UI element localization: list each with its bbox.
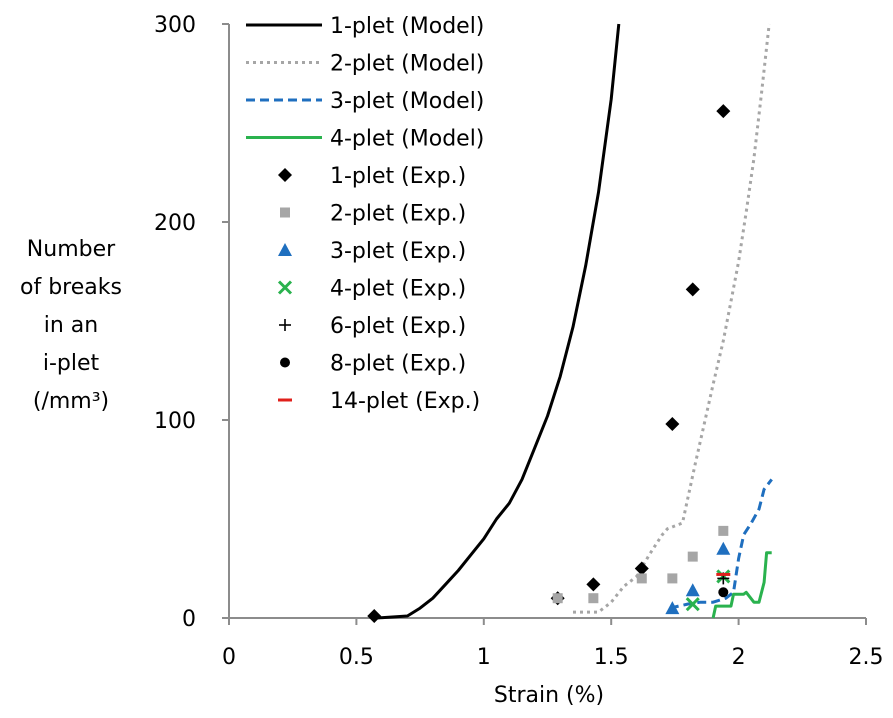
legend-marker [278, 168, 292, 182]
y-tick-label: 200 [154, 211, 196, 236]
x-tick-label: 2 [732, 645, 746, 670]
legend-label: 4-plet (Model) [330, 127, 484, 152]
series-line [669, 478, 773, 610]
x-tick-label: 0 [222, 645, 236, 670]
y-axis-title-line: Number [27, 237, 116, 262]
series-5 [552, 525, 729, 604]
legend-item: 6-plet (Exp.) [279, 314, 466, 339]
x-tick-label: 1 [477, 645, 491, 670]
data-point [685, 583, 700, 597]
series-7 [685, 569, 731, 612]
legend-marker [280, 207, 290, 218]
legend-label: 1-plet (Exp.) [330, 164, 466, 189]
y-axis-title-line: (/mm³) [33, 389, 109, 414]
legend: 1-plet (Model) 2-plet (Model) 3-plet (Mode… [246, 14, 484, 414]
legend-marker [277, 280, 293, 295]
legend-item: 4-plet (Model) [246, 127, 484, 152]
y-tick-label: 300 [154, 13, 196, 38]
data-point-stroke [685, 597, 700, 612]
y-axis-title: Number of breaks in an i-plet (/mm³) [20, 237, 122, 414]
legend-item: 2-plet (Model) [246, 52, 484, 77]
series-3 [711, 551, 772, 619]
legend-marker [278, 243, 292, 256]
data-point [665, 416, 680, 431]
data-point [685, 282, 700, 297]
legend-label: 3-plet (Exp.) [330, 239, 466, 264]
x-axis-title: Strain (%) [494, 683, 604, 708]
legend-label: 8-plet (Exp.) [330, 352, 466, 377]
y-tick-label: 0 [182, 607, 196, 632]
legend-marker-stroke [277, 280, 293, 295]
data-point [665, 601, 680, 615]
legend-item: 2-plet (Exp.) [280, 202, 466, 227]
legend-item: 4-plet (Exp.) [277, 277, 466, 302]
series-2 [669, 478, 773, 610]
legend-item: 3-plet (Model) [246, 89, 484, 114]
data-point [636, 573, 647, 584]
legend-label: 14-plet (Exp.) [330, 389, 480, 414]
legend-marker [279, 319, 291, 331]
x-tick-label: 1.5 [594, 645, 629, 670]
data-point [586, 577, 601, 592]
y-axis-title-line: i-plet [43, 351, 100, 376]
data-point [588, 593, 599, 604]
legend-label: 2-plet (Exp.) [330, 202, 466, 227]
data-point [685, 597, 700, 612]
y-axis-title-line: of breaks [20, 275, 122, 300]
series-6 [665, 541, 731, 615]
series-line [711, 551, 772, 619]
legend-label: 3-plet (Model) [330, 89, 484, 114]
series-line [573, 23, 771, 614]
legend-label: 6-plet (Exp.) [330, 314, 466, 339]
data-point [367, 609, 382, 624]
data-point [552, 593, 563, 604]
legend-label: 1-plet (Model) [330, 14, 484, 39]
legend-item: 14-plet (Exp.) [278, 389, 480, 414]
legend-item: 3-plet (Exp.) [278, 239, 466, 264]
x-tick-label: 2.5 [849, 645, 884, 670]
series-0 [376, 23, 621, 620]
data-point [718, 525, 729, 536]
data-point [667, 573, 678, 584]
y-tick-label: 100 [154, 409, 196, 434]
legend-marker [280, 357, 290, 368]
data-point [716, 104, 731, 119]
series-layer [367, 23, 773, 624]
legend-item: 1-plet (Model) [246, 14, 484, 39]
data-point [634, 561, 649, 576]
x-tick-label: 0.5 [339, 645, 374, 670]
series-9 [718, 587, 729, 598]
legend-label: 2-plet (Model) [330, 52, 484, 77]
data-point [718, 587, 729, 598]
series-1 [573, 23, 771, 614]
y-axis-title-line: in an [44, 313, 98, 338]
legend-label: 4-plet (Exp.) [330, 277, 466, 302]
legend-item: 8-plet (Exp.) [280, 352, 466, 377]
legend-item: 1-plet (Exp.) [278, 164, 466, 189]
axes: 0 0.5 1 1.5 2 2.5 0 100 200 300 [154, 13, 884, 670]
data-point [687, 551, 698, 562]
series-line [376, 23, 621, 620]
data-point [716, 541, 731, 555]
